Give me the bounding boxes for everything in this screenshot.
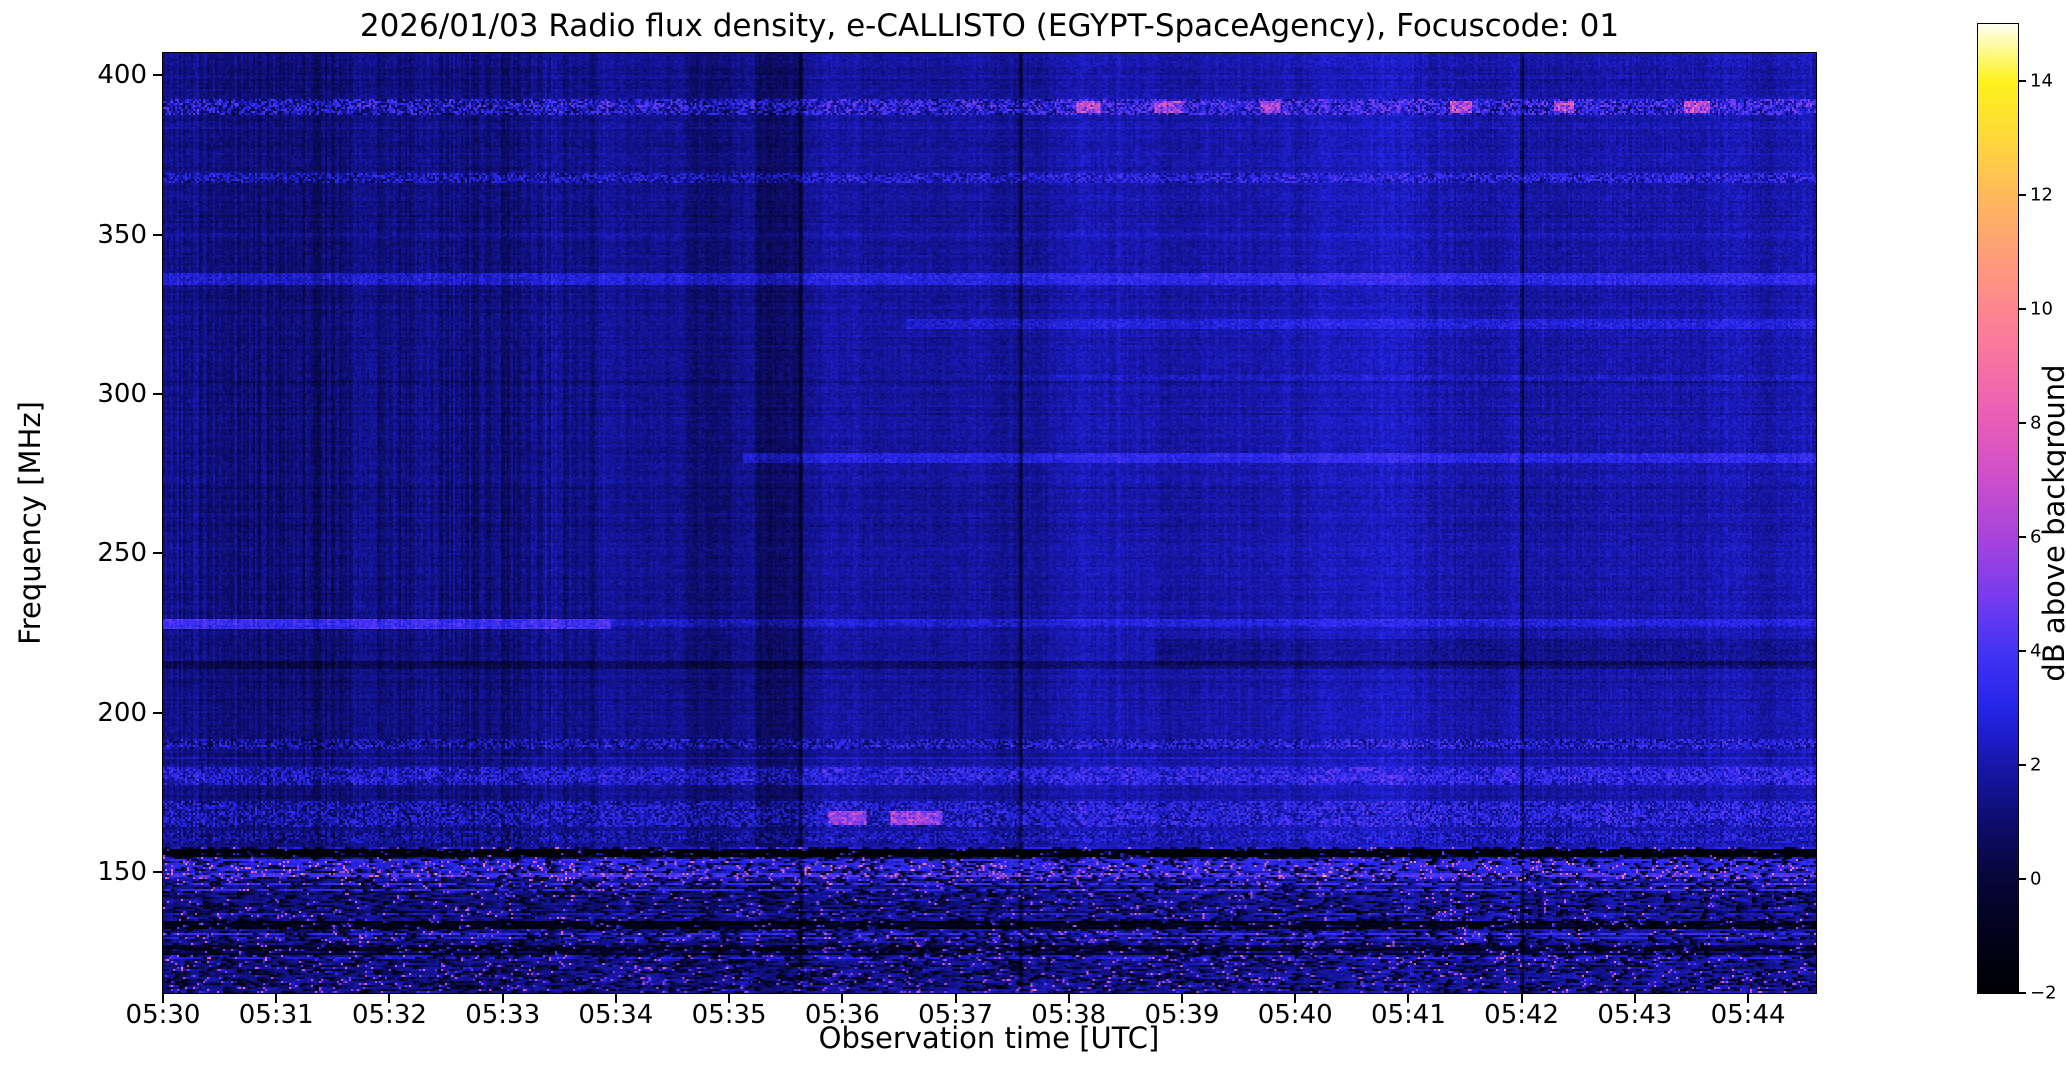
x-tick-mark [1747, 993, 1750, 1003]
x-tick-label: 05:36 [804, 1000, 880, 1030]
x-tick-label: 05:41 [1370, 1000, 1446, 1030]
x-tick-mark [1520, 993, 1523, 1003]
colorbar-tick-label: 6 [2030, 526, 2042, 548]
y-tick-label: 150 [97, 856, 147, 887]
colorbar-tick-label: 10 [2030, 298, 2053, 320]
x-tick-label: 05:38 [1031, 1000, 1107, 1030]
y-tick-mark [153, 233, 163, 236]
x-tick-mark [1294, 993, 1297, 1003]
colorbar-gradient [1977, 23, 2019, 994]
x-tick-label: 05:33 [465, 1000, 541, 1030]
colorbar-tick-mark [2018, 80, 2026, 82]
x-tick-mark [954, 993, 957, 1003]
colorbar-tick-label: 8 [2030, 412, 2042, 434]
x-tick-label: 05:42 [1484, 1000, 1560, 1030]
x-tick-mark [501, 993, 504, 1003]
y-tick-mark [153, 711, 163, 714]
y-tick-label: 400 [97, 60, 147, 91]
x-tick-mark [841, 993, 844, 1003]
x-tick-label: 05:39 [1144, 1000, 1220, 1030]
x-tick-label: 05:30 [125, 1000, 201, 1030]
y-tick-mark [153, 392, 163, 395]
chart-title: 2026/01/03 Radio flux density, e-CALLIST… [359, 8, 1620, 44]
y-tick-label: 300 [97, 378, 147, 409]
colorbar-tick-label: 14 [2030, 70, 2053, 92]
x-tick-label: 05:44 [1710, 1000, 1786, 1030]
y-tick-mark [153, 870, 163, 873]
y-tick-mark [153, 74, 163, 77]
x-tick-mark [1067, 993, 1070, 1003]
colorbar-tick-mark [2018, 194, 2026, 196]
x-tick-label: 05:31 [238, 1000, 314, 1030]
x-tick-label: 05:35 [691, 1000, 767, 1030]
y-tick-mark [153, 552, 163, 555]
y-axis-label: Frequency [MHz] [13, 401, 47, 645]
x-tick-mark [1180, 993, 1183, 1003]
y-tick-label: 200 [97, 697, 147, 728]
x-tick-mark [388, 993, 391, 1003]
colorbar-tick-label: 4 [2030, 640, 2042, 662]
colorbar-tick-label: 0 [2030, 868, 2042, 890]
colorbar-tick-label: 2 [2030, 754, 2042, 776]
colorbar-tick-mark [2018, 764, 2026, 766]
x-tick-label: 05:43 [1597, 1000, 1673, 1030]
y-tick-label: 250 [97, 538, 147, 569]
x-axis-label: Observation time [UTC] [818, 1021, 1160, 1055]
x-tick-label: 05:32 [351, 1000, 427, 1030]
colorbar-tick-mark [2018, 308, 2026, 310]
colorbar-tick-mark [2018, 878, 2026, 880]
spectrogram-heatmap [162, 52, 1817, 994]
x-tick-label: 05:40 [1257, 1000, 1333, 1030]
x-tick-mark [1633, 993, 1636, 1003]
x-tick-mark [275, 993, 278, 1003]
x-tick-label: 05:37 [918, 1000, 993, 1030]
colorbar-tick-mark [2018, 536, 2026, 538]
colorbar-tick-mark [2018, 992, 2026, 994]
x-tick-mark [614, 993, 617, 1003]
y-tick-label: 350 [97, 219, 147, 250]
colorbar-tick-label: −2 [2030, 982, 2057, 1004]
x-tick-mark [728, 993, 731, 1003]
colorbar-tick-mark [2018, 422, 2026, 424]
colorbar-tick-label: 12 [2030, 184, 2053, 206]
colorbar-tick-mark [2018, 650, 2026, 652]
x-tick-label: 05:34 [578, 1000, 654, 1030]
x-tick-mark [1407, 993, 1410, 1003]
x-tick-mark [162, 993, 164, 1003]
